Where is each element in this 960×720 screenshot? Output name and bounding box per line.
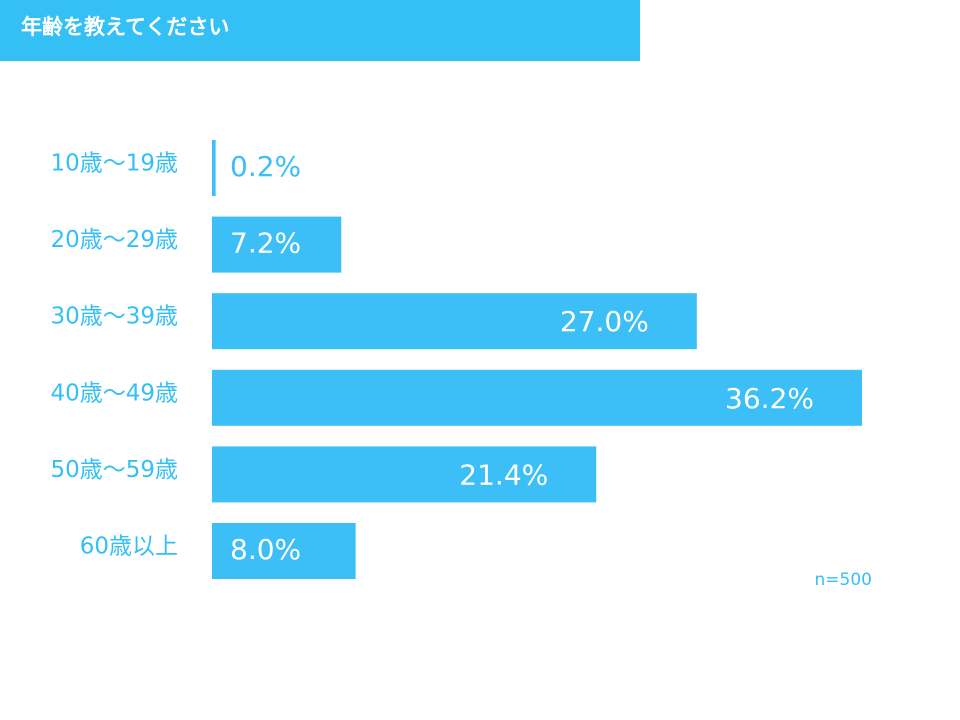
category-label: 40歳～49歳 xyxy=(50,380,178,406)
category-label: 30歳～39歳 xyxy=(50,304,178,330)
value-label: 7.2% xyxy=(230,227,301,260)
category-label: 10歳～19歳 xyxy=(50,151,178,177)
bar xyxy=(212,523,356,579)
title-bar: 年齢を教えてください xyxy=(0,0,640,61)
category-label: 20歳～29歳 xyxy=(50,227,178,253)
sample-size-note: n=500 xyxy=(814,570,872,590)
page-title: 年齢を教えてください xyxy=(21,15,230,39)
value-label: 0.2% xyxy=(230,150,301,183)
value-label: 8.0% xyxy=(230,533,301,566)
bar xyxy=(212,216,342,273)
bar xyxy=(212,369,862,426)
category-label: 50歳～59歳 xyxy=(50,457,178,483)
value-label: 21.4% xyxy=(459,458,548,491)
value-label: 36.2% xyxy=(725,382,814,415)
bar xyxy=(212,140,216,196)
bar xyxy=(212,293,697,350)
category-label: 60歳以上 xyxy=(80,534,178,560)
bar xyxy=(212,446,597,503)
value-label: 27.0% xyxy=(560,305,649,338)
